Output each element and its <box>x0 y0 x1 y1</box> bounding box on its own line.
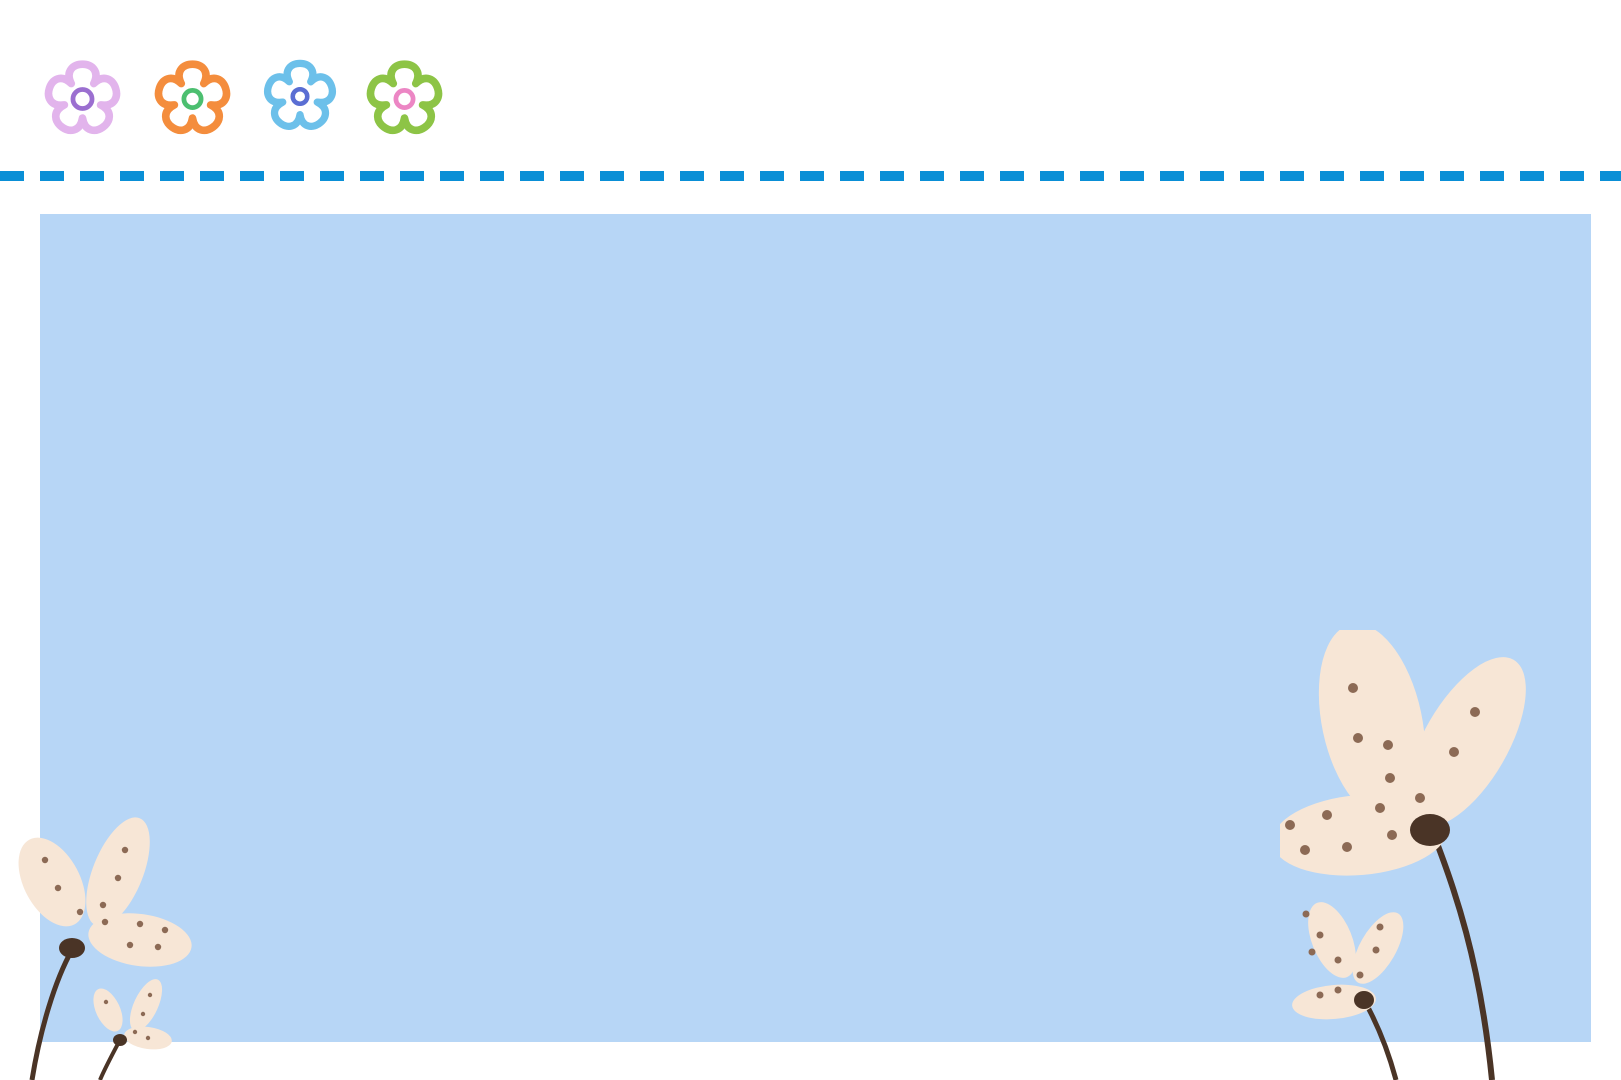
outline-flower-icon <box>264 59 336 130</box>
outline-flower-icon <box>366 60 443 134</box>
content-panel <box>40 214 1591 1042</box>
dashed-divider <box>0 171 1621 181</box>
outline-flower-icon <box>154 60 231 134</box>
dotted-flower-icon <box>18 817 192 1080</box>
outline-flower-icon <box>44 60 121 134</box>
dotted-flower-icon <box>1280 630 1526 1080</box>
header-flower-row <box>30 44 470 159</box>
